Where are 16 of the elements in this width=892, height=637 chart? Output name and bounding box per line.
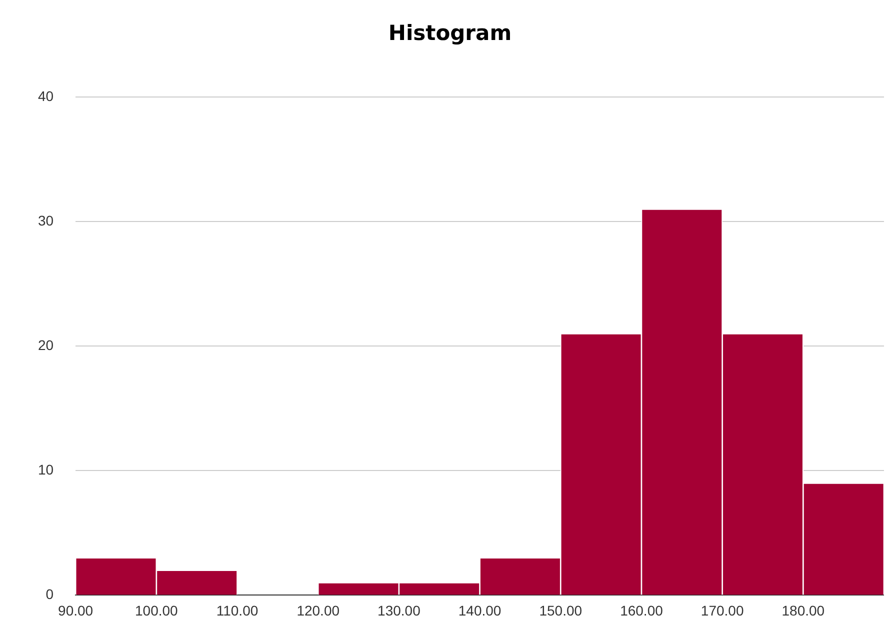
y-tick-label: 10 (38, 462, 54, 478)
x-tick-label: 160.00 (620, 602, 664, 618)
x-tick-label: 170.00 (700, 602, 744, 618)
x-tick-label: 120.00 (296, 602, 340, 618)
y-tick-label: 0 (46, 586, 54, 602)
x-tick-label: 130.00 (378, 602, 421, 618)
y-tick-label: 20 (38, 337, 54, 354)
x-tick-label: 90.00 (58, 602, 94, 618)
x-tick-label: 110.00 (216, 602, 258, 618)
x-tick-label: 100.00 (135, 602, 178, 618)
x-tick-label: 150.00 (539, 602, 582, 618)
chart-title: Histogram (388, 21, 512, 46)
x-tick-label: 180.00 (782, 602, 825, 618)
y-tick-label: 30 (38, 212, 54, 229)
y-tick-label: 40 (38, 88, 54, 104)
x-tick-label: 140.00 (458, 602, 502, 618)
